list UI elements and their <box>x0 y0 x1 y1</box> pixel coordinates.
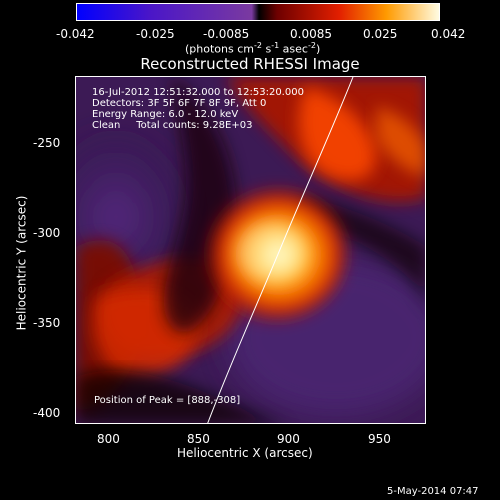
colorbar-tick-3: -0.0085 <box>203 27 250 41</box>
overlay-detectors: Detectors: 3F 5F 6F 7F 8F 9F, Att 0 <box>92 98 267 109</box>
x-tick-800: 800 <box>97 432 120 446</box>
overlay-clean: Clean Total counts: 9.28E+03 <box>92 120 253 131</box>
footer-date: 5-May-2014 07:47 <box>387 486 479 497</box>
x-axis-label: Heliocentric X (arcsec) <box>177 446 313 460</box>
overlay-peak: Position of Peak = [888,-308] <box>94 395 241 406</box>
colorbar-tick-4: 0.0085 <box>290 27 332 41</box>
plot-area: 16-Jul-2012 12:51:32.000 to 12:53:20.000… <box>75 76 426 424</box>
colorbar-tick-1: -0.042 <box>56 27 95 41</box>
colorbar-tick-2: -0.025 <box>136 27 175 41</box>
y-tick--300: -300 <box>33 226 61 240</box>
y-tick--350: -350 <box>33 316 61 330</box>
x-tick-950: 950 <box>368 432 391 446</box>
image-title: Reconstructed RHESSI Image <box>140 55 360 73</box>
overlay-energy: Energy Range: 6.0 - 12.0 keV <box>92 109 239 120</box>
y-axis-label: Heliocentric Y (arcsec) <box>14 195 29 331</box>
y-tick--400: -400 <box>33 406 61 420</box>
y-tick--250: -250 <box>33 136 61 150</box>
colorbar-tick-5: 0.025 <box>363 27 398 41</box>
rhessi-image <box>76 77 425 423</box>
overlay-time: 16-Jul-2012 12:51:32.000 to 12:53:20.000 <box>92 87 304 98</box>
colorbar-tick-6: 0.042 <box>431 27 466 41</box>
colorbar-unit: (photons cm-2 s-1 asec-2) <box>185 41 321 56</box>
x-tick-850: 850 <box>187 432 210 446</box>
colorbar <box>76 3 440 21</box>
x-tick-900: 900 <box>277 432 300 446</box>
